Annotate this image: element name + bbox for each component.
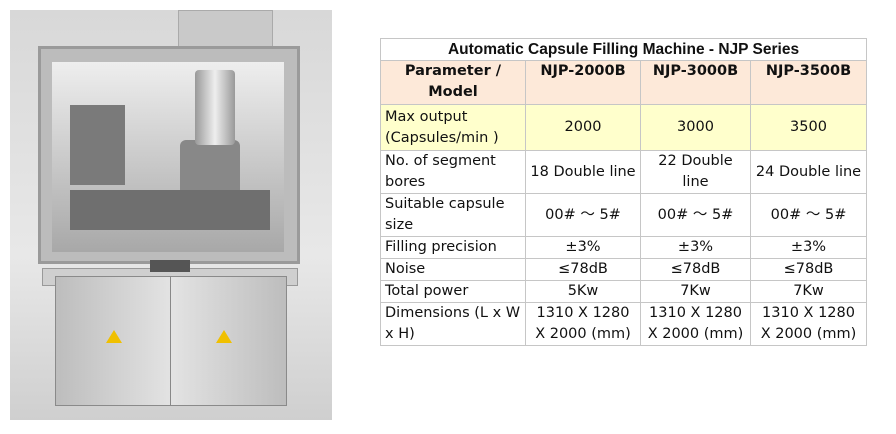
spec-value: 3000 (640, 104, 751, 151)
spec-value: ±3% (640, 236, 751, 259)
table-row: Max output (Capsules/min ) 2000 3000 3500 (380, 104, 868, 151)
spec-value: ±3% (525, 236, 641, 259)
table-row: Noise ≤78dB ≤78dB ≤78dB (380, 258, 868, 281)
table-row: Dimensions (L x W x H) 1310 X 1280 X 2000… (380, 302, 868, 346)
spec-value: 1310 X 1280 X 2000 (mm) (749, 302, 868, 346)
table-row: Filling precision ±3% ±3% ±3% (380, 236, 868, 259)
spec-value: 3500 (749, 104, 868, 151)
spec-value: 1310 X 1280 X 2000 (mm) (525, 302, 641, 346)
column-header: NJP-3000B (640, 60, 751, 105)
spec-value: ≤78dB (640, 258, 751, 281)
parameter-label: Total power (380, 280, 526, 303)
spec-value: 1310 X 1280 X 2000 (mm) (640, 302, 751, 346)
spec-value: 7Kw (749, 280, 868, 303)
spec-value: 24 Double line (749, 150, 868, 194)
parameter-label: No. of segment bores (380, 150, 526, 194)
table-row: No. of segment bores 18 Double line 22 Dou… (380, 150, 868, 194)
spec-value: 22 Double line (640, 150, 751, 194)
column-header: NJP-3500B (749, 60, 868, 105)
spec-value: ≤78dB (525, 258, 641, 281)
spec-value: 2000 (525, 104, 641, 151)
spec-value: 00# ～ 5# (749, 193, 868, 237)
spec-value: 5Kw (525, 280, 641, 303)
parameter-label: Suitable capsule size (380, 193, 526, 237)
table-row: Suitable capsule size 00# ～ 5# 00# ～ 5# 00#… (380, 193, 868, 237)
spec-value: 00# ～ 5# (640, 193, 751, 237)
column-header: NJP-2000B (525, 60, 641, 105)
parameter-label: Noise (380, 258, 526, 281)
spec-value: ±3% (749, 236, 868, 259)
spec-value: 00# ～ 5# (525, 193, 641, 237)
parameter-label: Max output (Capsules/min ) (380, 104, 526, 151)
spec-value: 18 Double line (525, 150, 641, 194)
spec-value: ≤78dB (749, 258, 868, 281)
parameter-label: Filling precision (380, 236, 526, 259)
table-row: Total power 5Kw 7Kw 7Kw (380, 280, 868, 303)
capsule-filling-machine-photo (10, 10, 332, 420)
column-header: Parameter / Model (380, 60, 526, 105)
table-title: Automatic Capsule Filling Machine - NJP … (379, 38, 868, 61)
spec-value: 7Kw (640, 280, 751, 303)
parameter-label: Dimensions (L x W x H) (380, 302, 526, 346)
specs-table: Automatic Capsule Filling Machine - NJP … (379, 38, 868, 346)
